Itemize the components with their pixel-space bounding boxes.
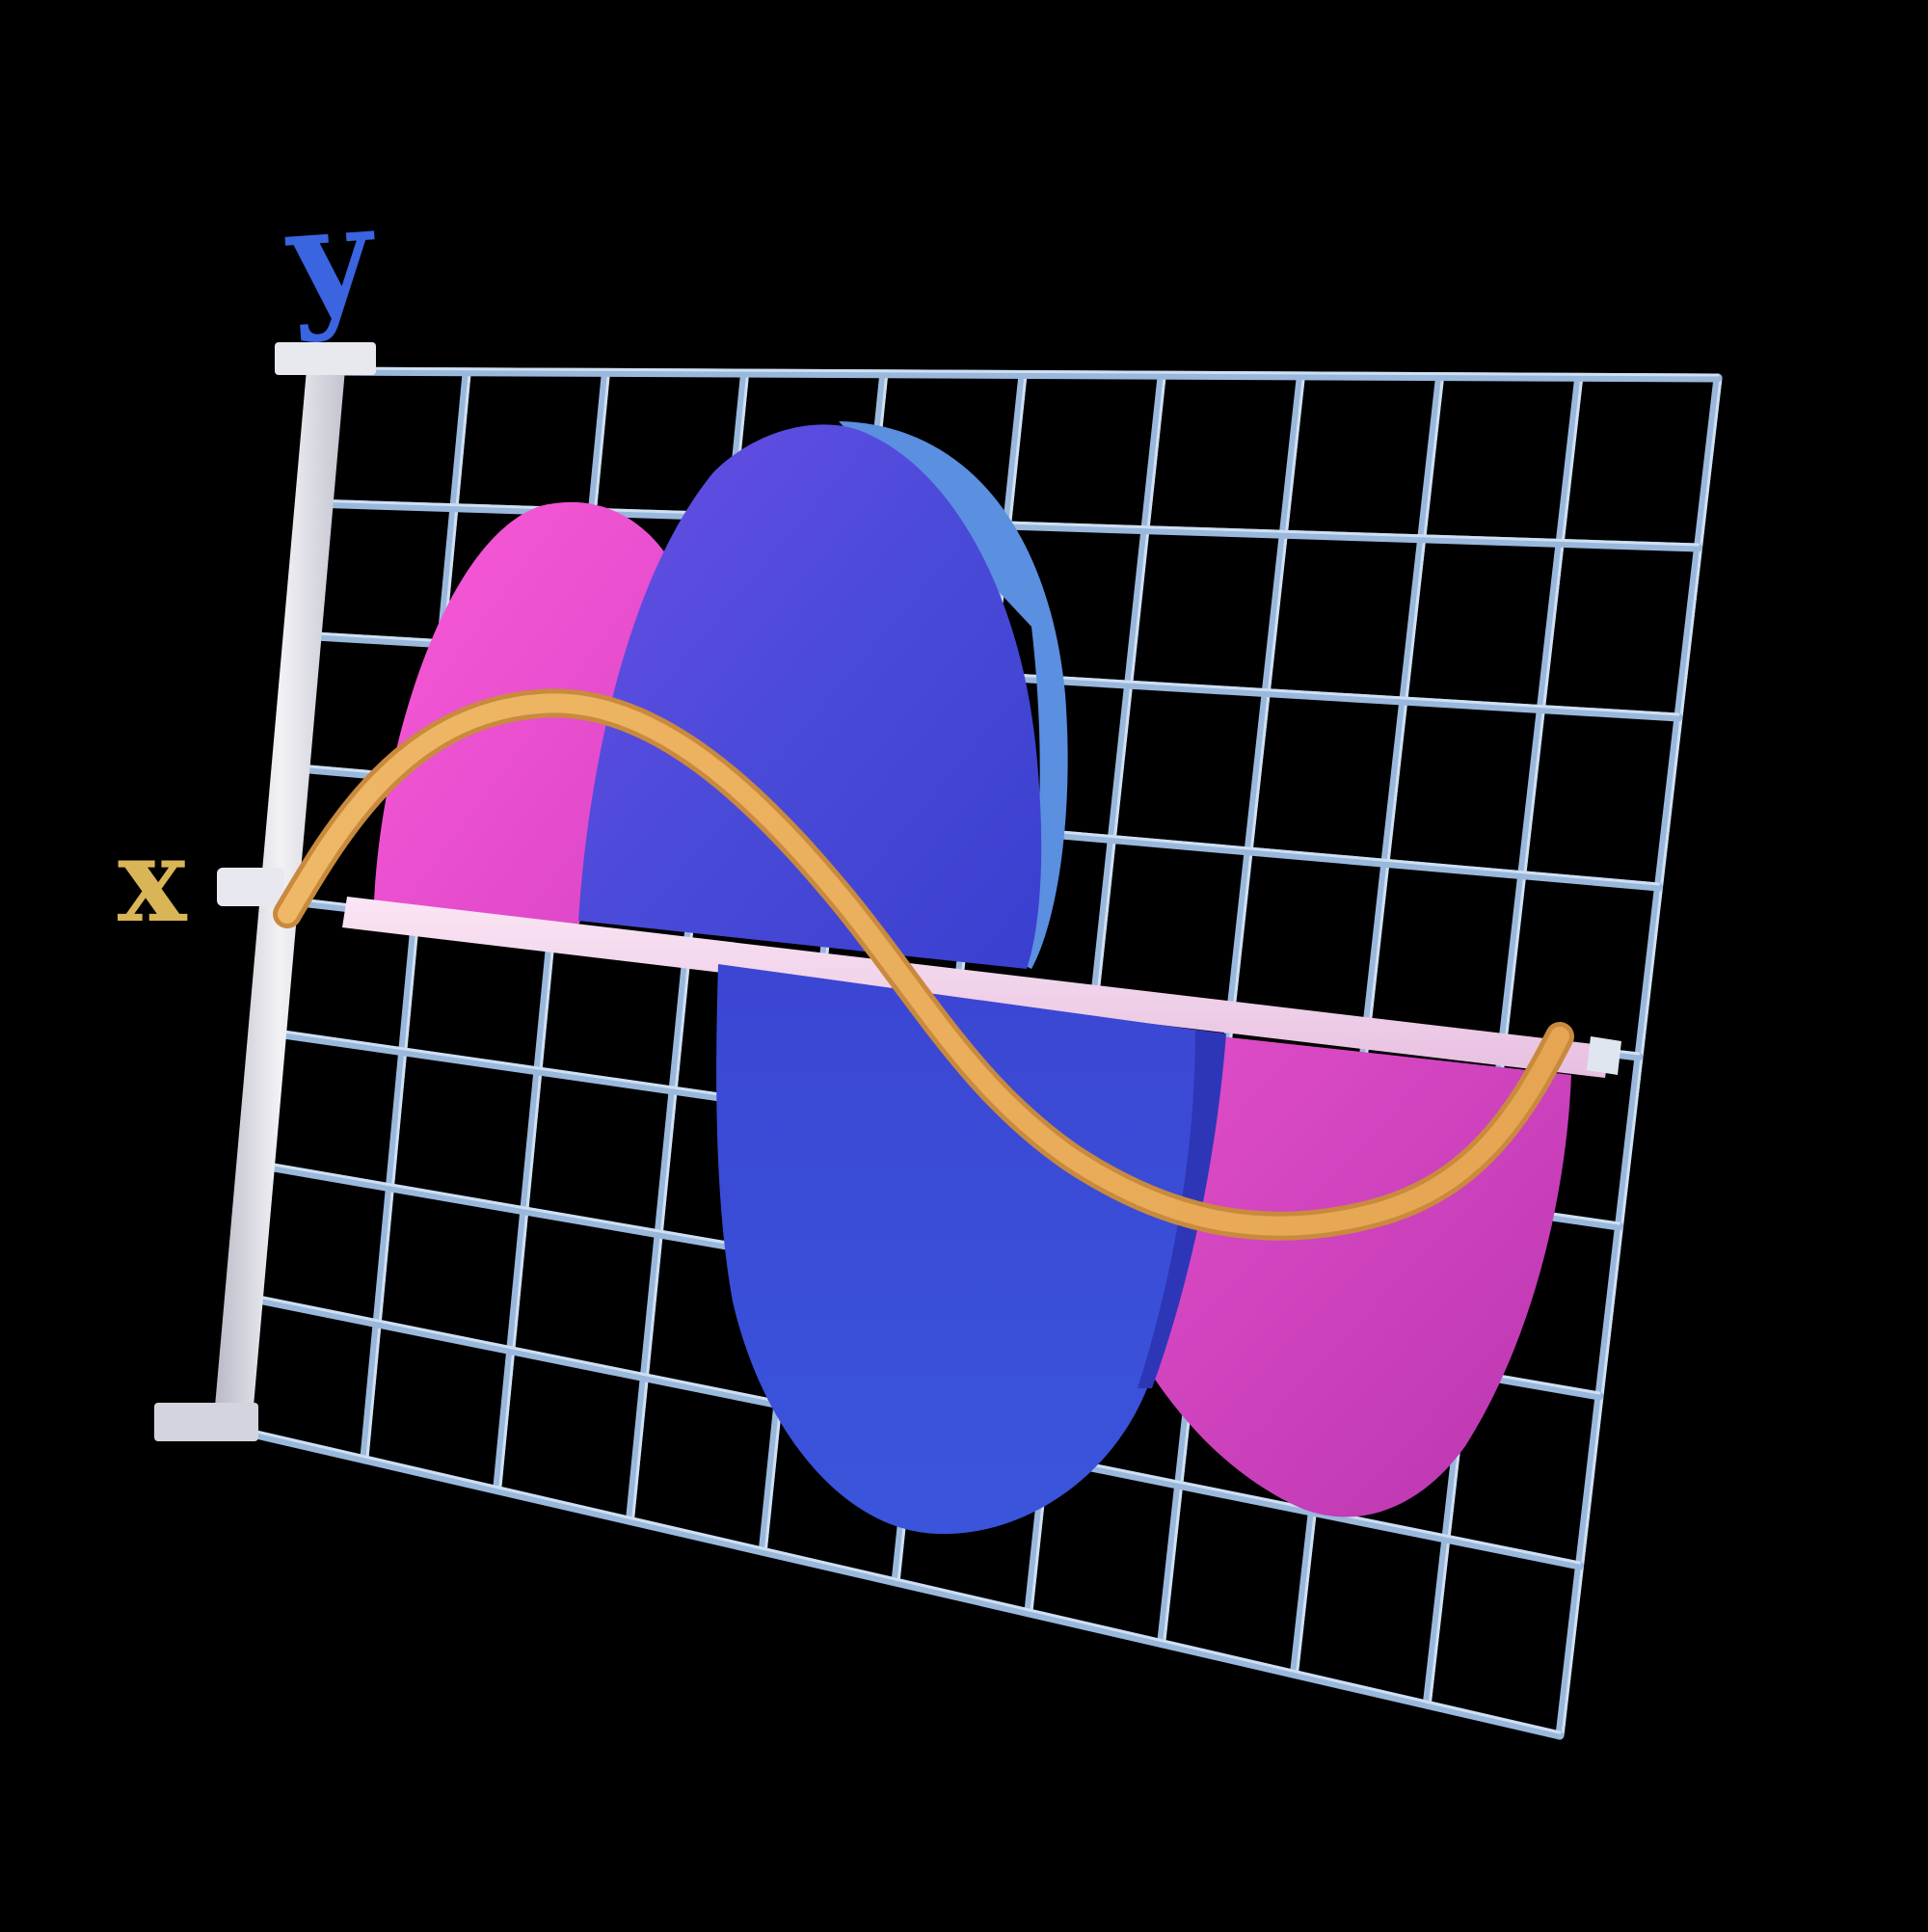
grid-line (323, 366, 1723, 383)
y-axis-pole (154, 342, 376, 1441)
y-axis-bottom-cap (154, 1403, 258, 1441)
blue-upper-shape (578, 424, 1042, 969)
grid-line (227, 1424, 1565, 1740)
x-axis-origin-cap (217, 868, 284, 906)
x-axis-label: x (118, 813, 188, 949)
pink-lower-shape (1118, 1032, 1571, 1517)
x-axis-end-cap (1587, 1036, 1621, 1075)
sine-curve-highlight (278, 693, 1569, 1236)
x-axis-band (342, 897, 1610, 1078)
blue-upper-shape-edge (839, 421, 1068, 969)
grid-line (326, 366, 1720, 377)
blue-lower-shape (716, 964, 1222, 1535)
grid-line (229, 1424, 1562, 1734)
y-axis-top-cap (275, 342, 376, 375)
y-axis-label: y (281, 171, 382, 346)
